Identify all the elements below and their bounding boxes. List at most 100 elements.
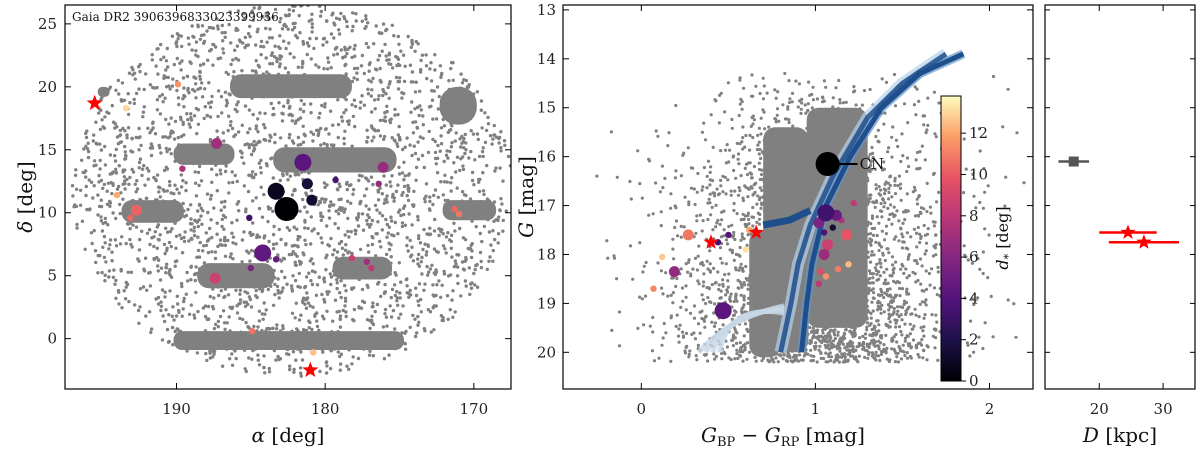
sky-field-star xyxy=(460,81,465,85)
sky-field-star xyxy=(420,255,424,260)
sky-field-star xyxy=(158,94,162,99)
sky-member-point xyxy=(363,258,370,265)
sky-field-star xyxy=(199,214,203,218)
sky-field-star xyxy=(243,104,248,108)
cmd-field-star xyxy=(739,283,744,287)
cmd-field-star xyxy=(719,91,723,95)
sky-field-star xyxy=(249,152,254,157)
cmd-field-star xyxy=(919,282,923,286)
sky-field-star xyxy=(210,167,214,171)
sky-field-star xyxy=(346,229,350,234)
sky-field-star xyxy=(491,229,495,233)
cmd-field-star xyxy=(915,150,920,155)
cmd-field-star xyxy=(719,149,723,153)
sky-field-star xyxy=(497,215,501,219)
sky-field-star xyxy=(385,222,389,227)
sky-field-star xyxy=(187,239,191,243)
sky-field-star xyxy=(181,97,185,101)
sky-field-star xyxy=(105,110,109,114)
cmd-field-star xyxy=(852,85,856,89)
sky-field-star xyxy=(417,252,421,257)
sky-field-star xyxy=(186,88,190,92)
sky-field-star xyxy=(250,142,254,147)
sky-field-star xyxy=(371,76,375,81)
sky-field-star xyxy=(142,163,146,168)
cmd-field-star xyxy=(876,128,881,132)
cmd-field-star xyxy=(937,190,941,194)
sky-field-star xyxy=(155,47,159,51)
sky-field-star xyxy=(236,58,241,62)
sky-field-star xyxy=(468,292,472,297)
sky-field-star xyxy=(246,130,250,135)
sky-field-star xyxy=(426,150,431,155)
cmd-field-star xyxy=(892,72,897,77)
cmd-field-star xyxy=(924,241,929,245)
sky-field-star xyxy=(442,124,447,128)
cmd-field-star xyxy=(734,268,738,272)
sky-field-star xyxy=(330,203,334,207)
sky-field-star xyxy=(360,53,365,58)
sky-field-star xyxy=(433,217,437,222)
cmd-field-star xyxy=(974,253,979,257)
sky-field-star xyxy=(367,250,371,254)
sky-field-star xyxy=(319,236,323,240)
sky-field-star xyxy=(311,305,315,309)
cmd-field-star xyxy=(869,222,873,226)
sky-field-star xyxy=(342,142,346,146)
sky-field-star xyxy=(455,186,459,190)
sky-field-star xyxy=(102,182,107,187)
cmd-field-star xyxy=(900,262,904,267)
cmd-field-star xyxy=(790,100,794,104)
sky-field-star xyxy=(443,198,447,203)
sky-field-star xyxy=(407,291,411,296)
cmd-field-star xyxy=(920,300,925,304)
sky-field-star xyxy=(208,294,212,299)
sky-field-star xyxy=(369,80,373,84)
sky-field-star xyxy=(416,214,420,219)
cmd-field-star xyxy=(892,347,896,351)
sky-field-star xyxy=(182,86,186,90)
sky-field-star xyxy=(327,216,332,220)
sky-field-star xyxy=(493,169,497,173)
sky-field-star xyxy=(172,137,177,141)
sky-field-star xyxy=(91,196,95,200)
sky-field-star xyxy=(247,108,252,112)
sky-field-star xyxy=(271,106,276,111)
sky-field-star xyxy=(338,368,342,372)
sky-field-star xyxy=(379,294,383,299)
sky-field-star xyxy=(432,193,436,198)
sky-field-star xyxy=(376,198,381,202)
cmd-field-star xyxy=(724,293,728,297)
sky-field-star xyxy=(161,314,165,318)
sky-field-star xyxy=(351,187,356,192)
cmd-field-star xyxy=(888,212,892,217)
sky-field-star xyxy=(419,108,423,112)
cmd-field-star xyxy=(890,195,894,199)
sky-field-star xyxy=(342,111,346,115)
cmd-field-star xyxy=(902,299,907,303)
cmd-field-star xyxy=(706,159,711,163)
cmd-field-star xyxy=(746,233,750,237)
sky-field-star xyxy=(335,277,339,282)
sky-field-star xyxy=(200,24,205,28)
cmd-field-star xyxy=(876,301,880,305)
cmd-field-star xyxy=(874,134,878,139)
sky-field-star xyxy=(196,170,201,175)
cmd-field-star xyxy=(875,272,879,276)
cmd-field-star xyxy=(673,176,678,180)
sky-field-star xyxy=(212,296,216,300)
sky-field-star xyxy=(501,218,505,223)
cmd-field-star xyxy=(654,129,658,133)
cmd-field-star xyxy=(809,354,813,358)
sky-field-star xyxy=(383,290,388,294)
sky-field-star xyxy=(229,120,233,124)
sky-field-star xyxy=(196,248,201,253)
sky-field-star xyxy=(96,253,100,258)
cmd-field-star xyxy=(679,235,683,239)
sky-field-star xyxy=(337,28,341,32)
cmd-field-star xyxy=(868,260,873,264)
sky-field-star xyxy=(138,69,142,74)
cmd-field-star xyxy=(983,321,987,325)
sky-field-star xyxy=(472,183,476,187)
sky-field-star xyxy=(208,137,213,142)
